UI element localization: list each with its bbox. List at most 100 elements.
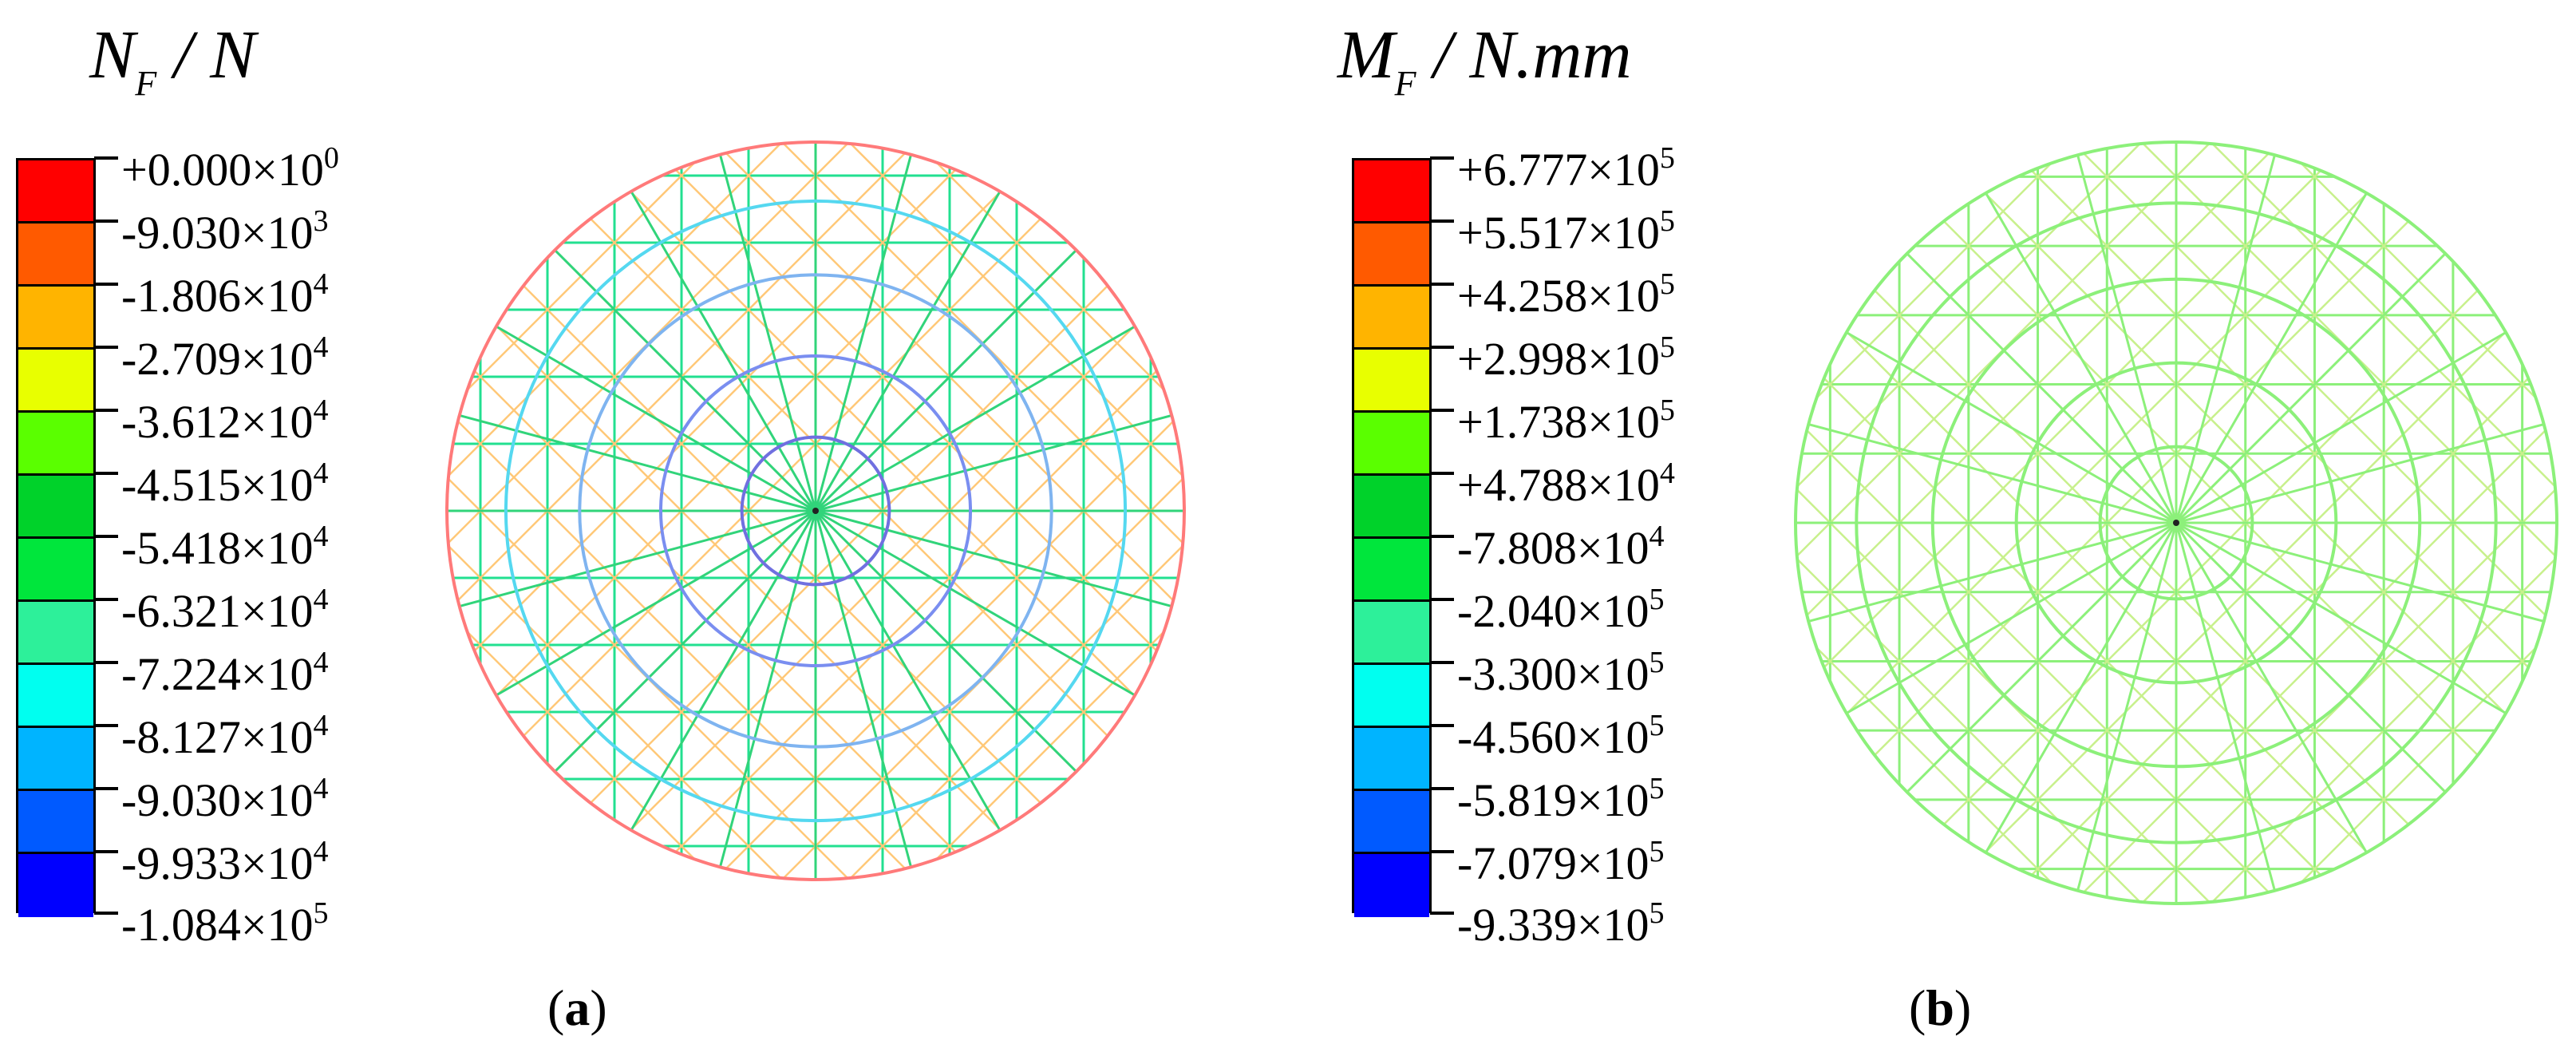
tick-mark	[94, 220, 118, 223]
mesh-diagonal-member	[447, 142, 783, 880]
legend-swatch	[1354, 287, 1429, 350]
mesh-diagonal-member	[447, 142, 716, 880]
tick-label: -6.321×104	[121, 583, 329, 637]
mesh-radial-member	[814, 249, 1077, 512]
mesh-radial-member	[1808, 521, 2177, 623]
tick-mark	[1430, 724, 1454, 727]
tick-mark	[94, 409, 118, 412]
mesh-ring-member	[740, 435, 891, 587]
tick-mark	[94, 535, 118, 538]
mesh-radial-member	[1846, 521, 2177, 714]
mesh-outer-ring	[445, 140, 1186, 881]
legend-swatch	[18, 728, 93, 791]
panel-b: MF / N.mm +6.777×105 +5.517×105 +4.258×105…	[1288, 0, 2576, 1060]
legend-swatch	[1354, 539, 1429, 602]
mesh-radial-member	[2175, 521, 2545, 623]
legend-swatch	[1354, 665, 1429, 728]
tick-mark	[94, 912, 118, 915]
mesh-radial-member	[814, 510, 1002, 831]
tick-label: -1.084×105	[121, 896, 329, 951]
mesh-radial-member	[2175, 521, 2507, 714]
mesh-radial-member	[718, 510, 817, 868]
tick-label: -7.079×105	[1457, 835, 1665, 889]
tick-mark	[1430, 409, 1454, 412]
mesh-radial-member	[815, 413, 1172, 512]
colorbar-title: MF / N.mm	[1337, 16, 1632, 103]
legend-swatch	[18, 602, 93, 665]
tick-mark	[94, 850, 118, 853]
tick-mark	[94, 598, 118, 601]
legend-swatch	[18, 476, 93, 539]
color-legend	[16, 158, 96, 917]
tick-label: +0.000×100	[121, 141, 339, 196]
mesh-radial-member	[459, 509, 816, 608]
tick-mark	[94, 661, 118, 664]
mesh-radial-member	[2175, 192, 2368, 524]
subfigure-caption: (b)	[1909, 979, 1972, 1036]
tick-label: +2.998×105	[1457, 330, 1675, 385]
colorbar-title: NF / N	[89, 16, 256, 103]
tick-mark	[1430, 346, 1454, 349]
tick-label: -4.560×105	[1457, 709, 1665, 763]
tick-mark	[1430, 850, 1454, 853]
legend-swatch	[18, 287, 93, 350]
mesh-ring-member	[578, 273, 1053, 749]
mesh-radial-member	[2175, 522, 2368, 853]
mesh-diagonal-member	[2279, 142, 2557, 904]
mesh-diagonal-member	[1796, 142, 2143, 904]
mesh-diagonal-member	[1796, 142, 2143, 904]
mesh-radial-member	[815, 509, 1136, 697]
tick-mark	[94, 724, 118, 727]
tick-label: -2.709×104	[121, 330, 329, 385]
mesh-ring-member	[504, 199, 1128, 823]
mesh-radial-member	[1985, 192, 2178, 524]
tick-label: -7.224×104	[121, 646, 329, 700]
mesh-radial-member	[815, 509, 1172, 608]
tick-label: -9.339×105	[1457, 896, 1665, 951]
mesh-diagonal-member	[2279, 142, 2557, 904]
mesh-radial-member	[2175, 252, 2447, 524]
color-legend	[1352, 158, 1432, 917]
mesh-radial-member	[1985, 522, 2178, 853]
mesh-radial-member	[459, 413, 816, 512]
dome-mesh-bending-moment	[1794, 140, 2558, 905]
mesh-node	[2173, 520, 2179, 526]
mesh-radial-member	[2175, 423, 2545, 524]
tick-mark	[94, 156, 118, 160]
tick-mark	[94, 472, 118, 475]
tick-label: -9.030×103	[121, 204, 329, 259]
tick-label: -5.418×104	[121, 520, 329, 574]
legend-swatch	[18, 665, 93, 728]
mesh-radial-member	[496, 509, 816, 697]
legend-swatch	[18, 539, 93, 602]
legend-swatch	[18, 350, 93, 413]
tick-label: -9.933×104	[121, 835, 329, 889]
mesh-ring-member	[2098, 445, 2254, 601]
tick-mark	[1430, 283, 1454, 286]
dome-mesh-normal-force	[445, 140, 1186, 881]
mesh-radial-member	[814, 191, 1002, 512]
mesh-radial-member	[718, 154, 817, 512]
legend-swatch	[18, 160, 93, 223]
legend-swatch	[1354, 350, 1429, 413]
tick-mark	[94, 283, 118, 286]
mesh-diagonal-member	[447, 142, 716, 880]
tick-label: +6.777×105	[1457, 141, 1675, 196]
tick-mark	[1430, 661, 1454, 664]
tick-mark	[1430, 156, 1454, 160]
mesh-radial-member	[496, 325, 816, 512]
legend-swatch	[1354, 791, 1429, 854]
panel-a: NF / N +0.000×100 -9.030×103 -1.806×104 -2.…	[16, 16, 1186, 1036]
mesh-ring-member	[1930, 277, 2422, 769]
tick-label: -4.515×104	[121, 457, 329, 511]
tick-label: -8.127×104	[121, 709, 329, 763]
tick-label: -1.806×104	[121, 267, 329, 322]
legend-swatch	[1354, 223, 1429, 287]
tick-mark	[1430, 912, 1454, 915]
mesh-radial-member	[554, 509, 817, 773]
mesh-radial-member	[1906, 252, 2178, 524]
mesh-diagonal-member	[2210, 142, 2557, 904]
legend-swatch	[1354, 602, 1429, 665]
mesh-diagonal-member	[447, 142, 783, 880]
mesh-diagonal-member	[2210, 142, 2557, 904]
